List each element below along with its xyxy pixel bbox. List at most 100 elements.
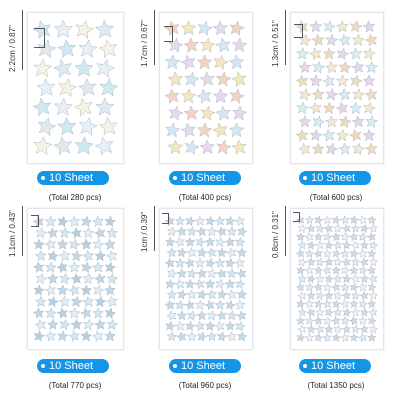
star-sticker xyxy=(91,330,104,343)
star-sticker xyxy=(309,101,322,115)
star-sticker xyxy=(359,307,370,317)
star-sticker xyxy=(349,20,363,33)
star-sticker xyxy=(104,307,117,320)
star-sticker xyxy=(304,232,314,242)
star-sticker xyxy=(186,331,198,342)
star-sticker xyxy=(176,331,187,342)
star-sticker xyxy=(82,295,95,308)
star-sticker xyxy=(304,248,315,258)
total-pieces-2: (Total 400 pcs) xyxy=(178,193,232,202)
star-sticker xyxy=(166,331,178,342)
star-sticker xyxy=(358,265,368,276)
star-sticker xyxy=(368,290,379,300)
star-sticker xyxy=(195,236,206,248)
star-sticker xyxy=(224,236,236,248)
star-sticker xyxy=(336,47,350,61)
star-sticker xyxy=(176,247,188,258)
star-sticker xyxy=(226,247,237,258)
star-sticker xyxy=(196,88,212,105)
star-sticker xyxy=(166,226,178,237)
star-sticker xyxy=(315,257,325,267)
star-sticker xyxy=(57,215,69,228)
star-sticker xyxy=(358,232,368,242)
star-sticker xyxy=(164,54,181,70)
star-sticker xyxy=(315,290,325,301)
star-sticker xyxy=(71,295,83,308)
star-sticker xyxy=(33,58,53,78)
star-sticker xyxy=(92,238,105,251)
star-sticker xyxy=(165,122,181,138)
sticker-sheet-5 xyxy=(159,208,253,350)
star-sticker xyxy=(236,247,248,258)
star-sticker xyxy=(53,97,74,116)
star-sticker xyxy=(214,320,225,332)
star-sticker xyxy=(234,215,246,227)
star-sticker xyxy=(348,128,362,142)
star-sticker xyxy=(196,268,208,279)
star-sticker xyxy=(206,247,217,258)
star-sticker xyxy=(215,278,226,290)
star-sticker xyxy=(99,77,119,97)
star-sticker xyxy=(236,268,247,279)
star-sticker xyxy=(36,77,56,97)
star-sticker xyxy=(325,33,339,47)
star-sticker xyxy=(295,248,306,259)
star-sticker xyxy=(306,257,316,267)
star-sticker xyxy=(324,115,338,128)
star-sticker xyxy=(34,249,47,262)
star-sticker xyxy=(226,289,237,300)
star-sticker xyxy=(295,316,306,326)
star-sticker xyxy=(234,236,246,248)
star-sticker xyxy=(338,87,352,101)
star-sticker xyxy=(364,142,378,156)
star-sticker xyxy=(315,223,325,233)
star-sticker xyxy=(304,332,315,342)
star-sticker xyxy=(226,226,238,237)
star-sticker xyxy=(331,215,342,225)
star-sticker xyxy=(358,316,368,326)
star-sticker xyxy=(331,299,341,309)
star-sticker xyxy=(186,247,198,258)
star-sticker xyxy=(105,295,118,308)
star-sticker xyxy=(32,307,45,319)
star-sticker xyxy=(103,284,116,296)
star-sticker xyxy=(350,274,360,284)
star-sticker xyxy=(225,299,236,311)
star-sticker xyxy=(296,265,306,275)
star-sticker xyxy=(167,71,184,87)
star-sticker xyxy=(350,223,361,233)
star-sticker xyxy=(80,215,93,228)
star-sticker xyxy=(322,332,332,343)
star-sticker xyxy=(164,88,180,104)
star-sticker xyxy=(366,232,377,242)
star-sticker xyxy=(199,71,215,87)
star-sticker xyxy=(231,105,248,121)
star-sticker xyxy=(364,33,378,47)
star-sticker xyxy=(340,282,350,292)
star-sticker xyxy=(164,299,176,311)
star-sticker xyxy=(104,261,117,274)
star-sticker xyxy=(70,249,83,262)
star-sticker xyxy=(333,257,343,267)
sheet-count-badge-1: 10 Sheet xyxy=(37,171,109,185)
star-sticker xyxy=(92,261,104,273)
star-sticker xyxy=(366,299,377,309)
bullet-icon xyxy=(41,364,45,368)
star-sticker xyxy=(322,128,336,142)
star-sticker xyxy=(212,122,228,139)
star-sticker xyxy=(306,240,317,250)
star-sticker xyxy=(305,316,315,326)
star-sticker xyxy=(313,316,323,326)
star-sticker xyxy=(358,282,368,292)
star-sticker xyxy=(44,284,57,297)
star-sticker xyxy=(165,320,176,332)
star-sticker xyxy=(58,295,71,308)
star-sticker xyxy=(313,248,323,259)
star-sticker xyxy=(94,318,106,331)
star-sticker xyxy=(164,278,176,290)
star-sticker xyxy=(33,330,46,342)
star-sticker xyxy=(80,284,93,296)
star-sticker xyxy=(296,101,310,115)
star-sticker xyxy=(184,257,195,269)
star-sticker xyxy=(295,215,305,225)
